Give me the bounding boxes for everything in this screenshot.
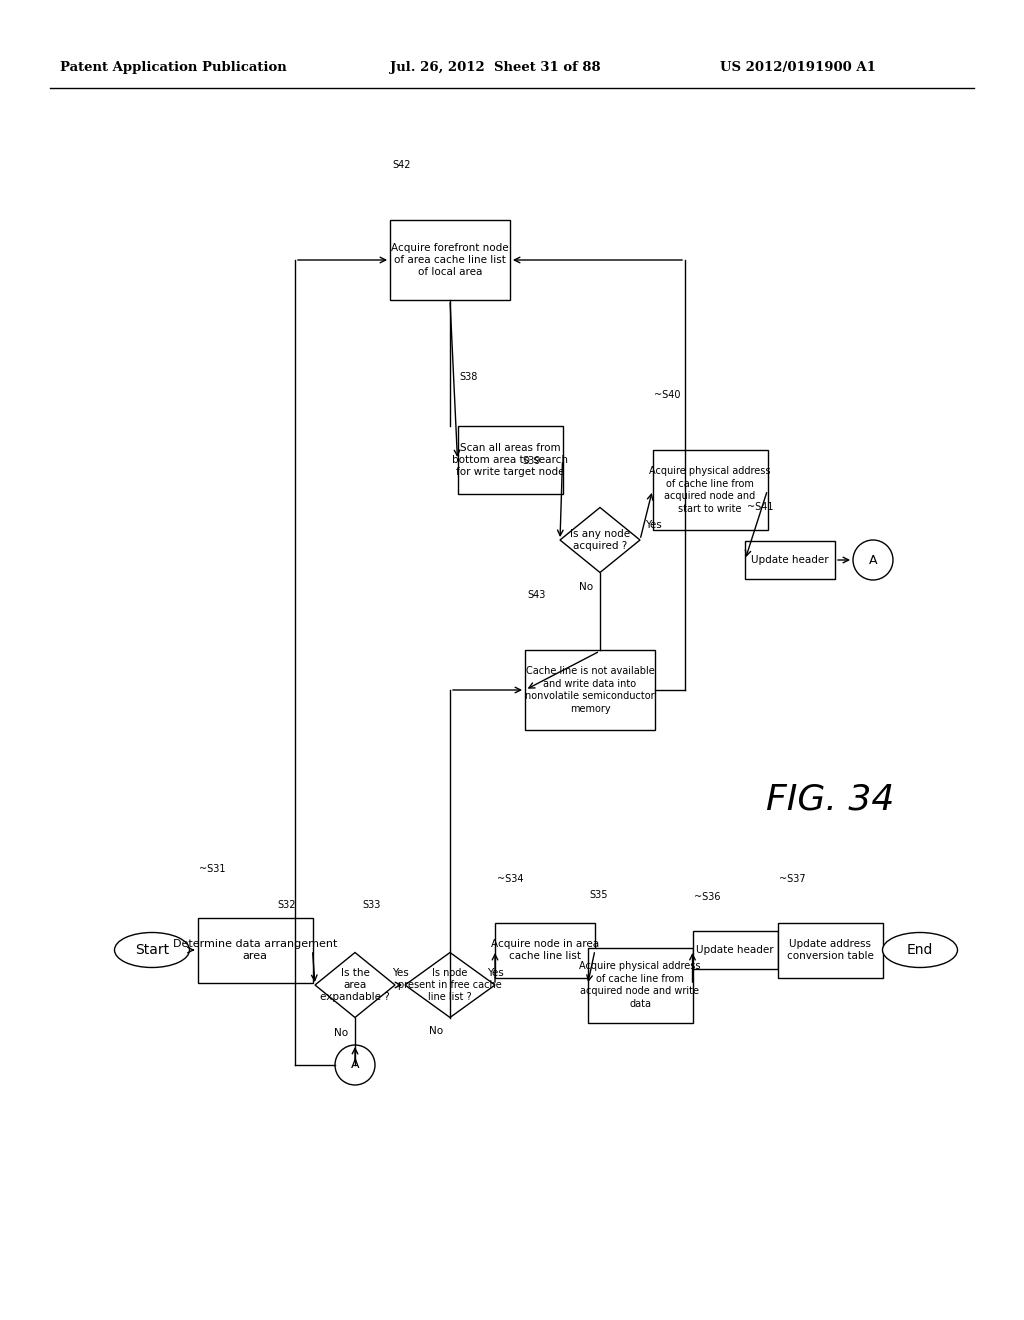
Text: Is node
present in free cache
line list ?: Is node present in free cache line list … <box>398 968 502 1002</box>
Polygon shape <box>315 953 395 1018</box>
Text: No: No <box>334 1027 348 1038</box>
Text: Determine data arrangement
area: Determine data arrangement area <box>173 939 337 961</box>
Text: Jul. 26, 2012  Sheet 31 of 88: Jul. 26, 2012 Sheet 31 of 88 <box>390 62 601 74</box>
Bar <box>692 931 777 969</box>
Text: ~S34: ~S34 <box>497 874 523 884</box>
Text: Scan all areas from
bottom area to search
for write target node: Scan all areas from bottom area to searc… <box>452 442 568 478</box>
Polygon shape <box>560 507 640 573</box>
Text: FIG. 34: FIG. 34 <box>766 783 894 817</box>
Bar <box>745 541 835 579</box>
Text: A: A <box>351 1059 359 1072</box>
Text: Update header: Update header <box>752 554 828 565</box>
Bar <box>390 220 510 300</box>
Text: ~S40: ~S40 <box>654 389 681 400</box>
Text: No: No <box>579 582 593 593</box>
Text: Update header: Update header <box>696 945 774 954</box>
Text: S35: S35 <box>589 890 607 899</box>
Bar <box>525 649 655 730</box>
Text: End: End <box>907 942 933 957</box>
Text: ~S41: ~S41 <box>746 502 773 512</box>
Text: Yes: Yes <box>486 968 504 978</box>
Text: Cache line is not available
and write data into
nonvolatile semiconductor
memory: Cache line is not available and write da… <box>525 667 654 714</box>
Bar <box>458 426 562 494</box>
Text: ~S36: ~S36 <box>694 892 721 902</box>
Text: Acquire physical address
of cache line from
acquired node and write
data: Acquire physical address of cache line f… <box>580 961 700 1008</box>
Bar <box>652 450 768 531</box>
Bar <box>588 948 692 1023</box>
Text: S32: S32 <box>278 900 296 911</box>
Text: ~S37: ~S37 <box>779 874 806 884</box>
Circle shape <box>853 540 893 579</box>
Text: Is any node
acquired ?: Is any node acquired ? <box>570 529 630 552</box>
Text: No: No <box>429 1027 443 1036</box>
Text: Acquire node in area
cache line list: Acquire node in area cache line list <box>490 939 599 961</box>
Text: Yes: Yes <box>645 520 662 531</box>
Ellipse shape <box>115 932 189 968</box>
Text: Acquire forefront node
of area cache line list
of local area: Acquire forefront node of area cache lin… <box>391 243 509 277</box>
Text: S42: S42 <box>392 160 411 170</box>
Text: S43: S43 <box>527 590 546 601</box>
Bar <box>495 923 595 978</box>
Text: Is the
area
expandable ?: Is the area expandable ? <box>321 968 390 1002</box>
Circle shape <box>335 1045 375 1085</box>
Bar <box>777 923 883 978</box>
Text: ~S31: ~S31 <box>199 865 225 874</box>
Text: Acquire physical address
of cache line from
acquired node and
start to write: Acquire physical address of cache line f… <box>649 466 771 513</box>
Bar <box>198 917 312 982</box>
Text: US 2012/0191900 A1: US 2012/0191900 A1 <box>720 62 876 74</box>
Text: A: A <box>868 553 878 566</box>
Text: Patent Application Publication: Patent Application Publication <box>60 62 287 74</box>
Text: Start: Start <box>135 942 169 957</box>
Polygon shape <box>406 953 495 1018</box>
Text: S38: S38 <box>459 372 477 381</box>
Text: Update address
conversion table: Update address conversion table <box>786 939 873 961</box>
Text: S33: S33 <box>362 900 380 911</box>
Text: S39: S39 <box>522 455 541 466</box>
Ellipse shape <box>883 932 957 968</box>
Text: Yes: Yes <box>391 968 409 978</box>
